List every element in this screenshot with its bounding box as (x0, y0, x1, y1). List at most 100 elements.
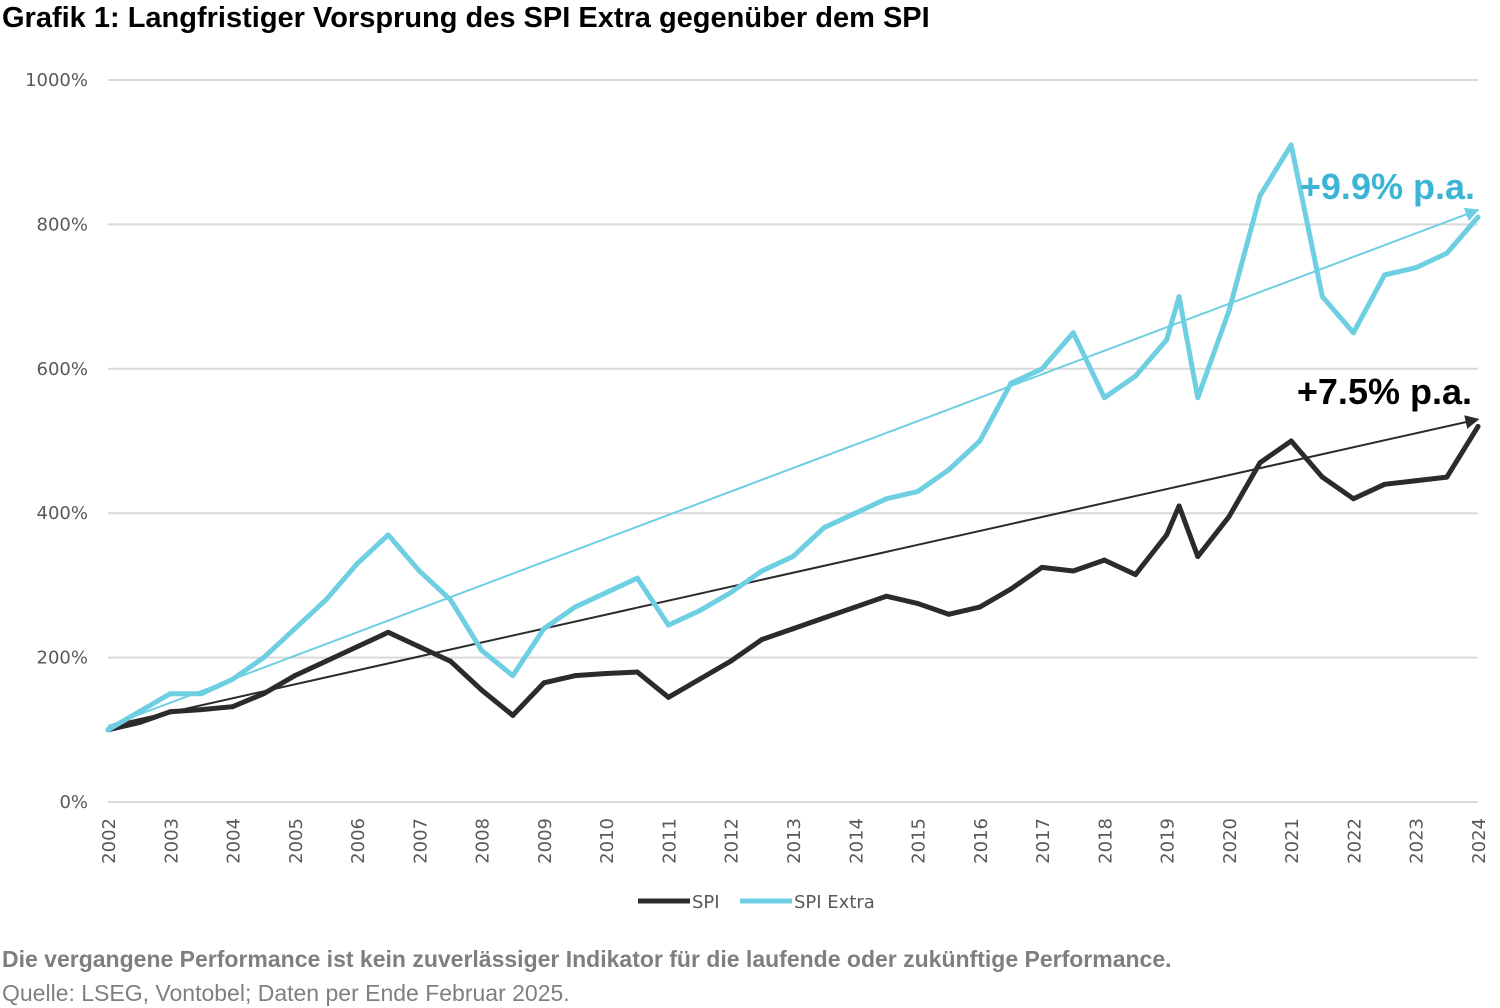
annotation-spi-return: +7.5% p.a. (1297, 371, 1472, 412)
y-tick-label: 200% (37, 648, 88, 669)
data-point (572, 673, 578, 679)
data-point (541, 680, 547, 686)
x-tick-label: 2011 (659, 818, 680, 864)
x-tick-label: 2013 (784, 818, 805, 864)
data-point (354, 644, 360, 650)
data-point (323, 597, 329, 603)
x-tick-label: 2018 (1095, 818, 1116, 864)
data-point (572, 604, 578, 610)
data-point (1444, 250, 1450, 256)
x-tick-label: 2008 (473, 818, 494, 864)
data-point (821, 615, 827, 621)
data-point (510, 673, 516, 679)
y-tick-label: 800% (37, 214, 88, 235)
data-point (448, 597, 453, 603)
y-tick-label: 400% (37, 503, 88, 524)
data-point (416, 644, 422, 650)
x-tick-label: 2020 (1220, 818, 1241, 864)
data-point (977, 438, 983, 444)
data-point (1413, 265, 1419, 271)
data-point (1039, 564, 1045, 570)
data-point (759, 568, 765, 574)
trendline-spi (107, 415, 1480, 728)
data-point (977, 604, 983, 610)
data-point (1257, 193, 1263, 199)
data-point (292, 626, 298, 632)
data-point (697, 608, 703, 614)
x-axis-ticks: 2002 2003 2004 2005 2006 2007 2008 2009 2010 2011… (99, 818, 1490, 864)
x-tick-label: 2019 (1158, 818, 1179, 864)
data-point (261, 655, 267, 661)
data-point (915, 600, 921, 606)
trendline-spi-extra (107, 207, 1480, 728)
data-point (1176, 503, 1182, 509)
data-point (510, 712, 516, 718)
series-lines (105, 142, 1481, 733)
data-point (1195, 554, 1201, 560)
x-tick-label: 2015 (909, 818, 930, 864)
data-point (1101, 557, 1107, 563)
data-point (1319, 294, 1325, 300)
data-point (1070, 568, 1076, 574)
performance-disclaimer: Die vergangene Performance ist kein zuve… (2, 946, 1172, 972)
y-tick-label: 600% (37, 359, 88, 380)
data-point (883, 593, 889, 599)
y-axis-ticks: 0% 200% 400% 600% 800% 1000% (25, 70, 88, 813)
data-point (105, 727, 111, 733)
annotation-spi-extra-return: +9.9% p.a. (1300, 166, 1475, 207)
data-point (167, 709, 173, 715)
legend: SPI SPI Extra (638, 892, 875, 913)
data-point (634, 669, 640, 675)
x-tick-label: 2014 (846, 818, 867, 864)
x-tick-label: 2006 (348, 818, 369, 864)
line-chart: 0% 200% 400% 600% 800% 1000% 2002 2003 2004 2005… (25, 70, 1490, 913)
data-point (1288, 438, 1294, 444)
data-point (1226, 514, 1232, 520)
data-point (385, 532, 391, 538)
data-point (1164, 337, 1170, 343)
data-point (1444, 474, 1450, 480)
data-point (1350, 496, 1356, 502)
data-point (261, 691, 267, 697)
data-point (448, 658, 453, 664)
data-point (946, 467, 952, 473)
data-point (1195, 395, 1201, 401)
data-point (1039, 366, 1045, 372)
x-tick-label: 2016 (971, 818, 992, 864)
data-point (946, 611, 952, 617)
data-point (821, 525, 827, 531)
data-point (1475, 214, 1481, 220)
data-point (479, 647, 485, 653)
data-point (1176, 294, 1182, 300)
x-tick-label: 2007 (410, 818, 431, 864)
data-point (883, 496, 889, 502)
data-point (230, 704, 236, 710)
data-point (1008, 380, 1014, 386)
series-line-spi-extra (105, 142, 1481, 733)
x-tick-label: 2009 (535, 818, 556, 864)
data-point (167, 691, 173, 697)
data-point (1382, 481, 1388, 487)
y-tick-label: 0% (59, 792, 88, 813)
data-point (136, 720, 142, 726)
trendlines (107, 207, 1480, 728)
data-point (665, 622, 671, 628)
data-point (1164, 532, 1170, 538)
data-point (354, 561, 360, 567)
data-point (1101, 395, 1107, 401)
data-point (852, 604, 858, 610)
trend-annotations: +9.9% p.a. +7.5% p.a. (1297, 166, 1475, 412)
x-tick-label: 2010 (597, 818, 618, 864)
data-point (728, 590, 734, 596)
data-point (136, 709, 142, 715)
data-source: Quelle: LSEG, Vontobel; Daten per Ende F… (2, 980, 570, 1006)
data-point (416, 568, 422, 574)
x-tick-label: 2004 (224, 818, 245, 864)
data-point (1133, 572, 1138, 578)
grid-lines (108, 79, 1478, 803)
data-point (1350, 330, 1356, 336)
data-point (759, 637, 765, 643)
data-point (1475, 424, 1481, 430)
series-line-spi (105, 424, 1481, 733)
data-point (1382, 272, 1388, 278)
